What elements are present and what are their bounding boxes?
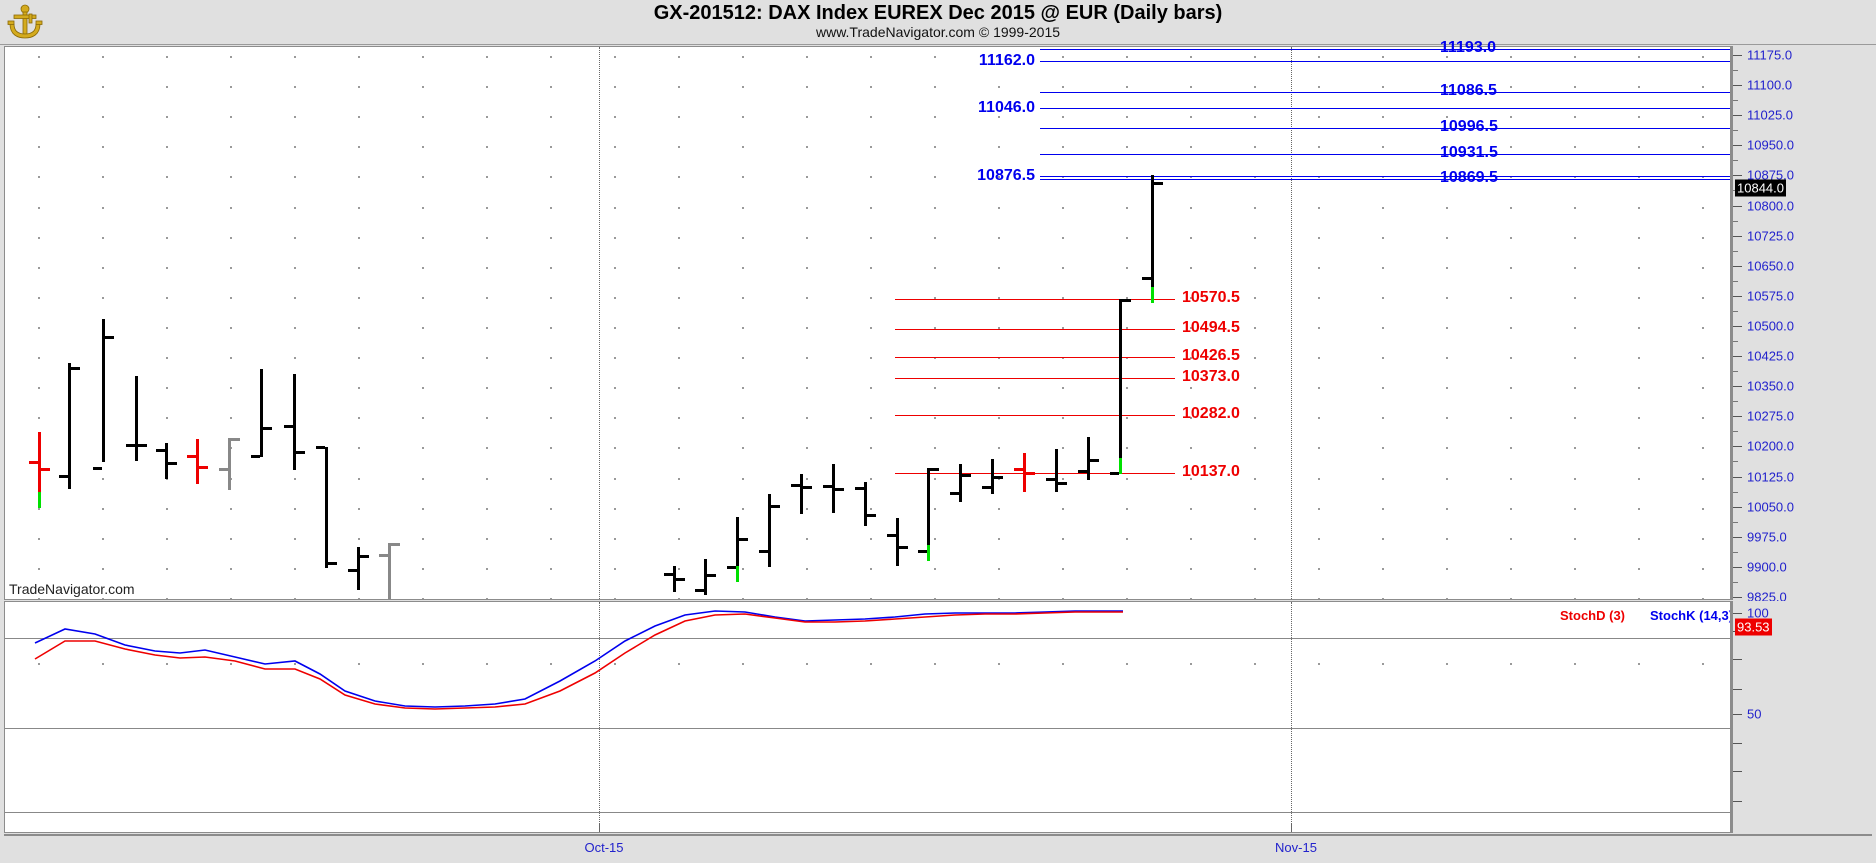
resistance-label-right: 10996.5: [1440, 117, 1498, 135]
resistance-label-right: 11193.0: [1440, 38, 1497, 56]
price-axis-label: 10725.0: [1747, 228, 1794, 244]
price-axis-label: 10950.0: [1747, 137, 1794, 153]
support-label: 10137.0: [1182, 462, 1240, 480]
price-axis[interactable]: 11175.0 11100.0 11025.0 10950.0 10875.0 10800…: [1731, 46, 1872, 613]
last-price-quote: 10844.0: [1735, 179, 1786, 197]
stochk-legend: StochK (14,3): [1650, 608, 1731, 623]
price-axis-label: 10350.0: [1747, 378, 1794, 394]
price-axis-label: 10875.0: [1747, 167, 1794, 183]
stochastic-lines: [34, 610, 1123, 710]
time-axis-label: Oct-15: [584, 840, 624, 855]
price-axis-label: 10650.0: [1747, 258, 1794, 274]
support-label: 10426.5: [1182, 346, 1240, 364]
price-axis-label: 10500.0: [1747, 318, 1794, 334]
header-divider: [0, 44, 1876, 45]
price-axis-label: 9900.0: [1747, 559, 1787, 575]
price-axis-label: 10200.0: [1747, 438, 1794, 454]
support-label: 10570.5: [1182, 288, 1240, 306]
time-axis-label: Nov-15: [1275, 840, 1317, 855]
stochd-legend: StochD (3): [1560, 608, 1625, 623]
support-label: 10494.5: [1182, 319, 1240, 337]
stochastic-pane[interactable]: StochD (3) StochK (14,3): [4, 601, 1731, 833]
page-title: GX-201512: DAX Index EUREX Dec 2015 @ EU…: [653, 2, 1223, 24]
time-axis-tick: [599, 824, 600, 831]
price-axis-label: 10575.0: [1747, 288, 1794, 304]
resistance-label-right: 10931.5: [1440, 143, 1498, 161]
time-axis[interactable]: Oct-15 Nov-15: [4, 834, 1872, 863]
stoch-last-quote: 93.53: [1735, 618, 1772, 636]
price-axis-label: 10125.0: [1747, 469, 1794, 485]
price-axis-label: 10425.0: [1747, 348, 1794, 364]
price-chart-pane[interactable]: 11162.0 11046.0 10876.5 TradeNavigator.com: [4, 46, 1731, 600]
price-axis-label: 11025.0: [1747, 107, 1794, 123]
time-axis-tick: [1291, 824, 1292, 831]
support-label: 10282.0: [1182, 404, 1240, 422]
stoch-axis-label: 100: [1747, 605, 1769, 621]
resistance-label-left: 11162.0: [978, 52, 1035, 69]
price-axis-label: 9975.0: [1747, 529, 1787, 545]
support-label: 10373.0: [1182, 367, 1240, 385]
price-axis-label: 9825.0: [1747, 589, 1787, 605]
price-axis-label: 10050.0: [1747, 499, 1794, 515]
price-axis-label: 11100.0: [1747, 77, 1793, 93]
resistance-label-left: 11046.0: [978, 99, 1035, 116]
resistance-label-right: 10869.5: [1440, 168, 1498, 186]
resistance-label-right: 11086.5: [1440, 81, 1497, 99]
anchor-logo: [7, 4, 43, 39]
stochastic-axis[interactable]: 100 50 93.53: [1731, 601, 1872, 833]
price-axis-label: 10800.0: [1747, 198, 1794, 214]
resistance-label-left: 10876.5: [977, 167, 1035, 184]
price-axis-label: 11175.0: [1747, 47, 1793, 63]
page-subtitle: www.TradeNavigator.com © 1999-2015: [815, 24, 1061, 40]
price-axis-label: 10275.0: [1747, 408, 1794, 424]
stoch-axis-label: 50: [1747, 706, 1762, 722]
watermark: TradeNavigator.com: [9, 581, 135, 597]
